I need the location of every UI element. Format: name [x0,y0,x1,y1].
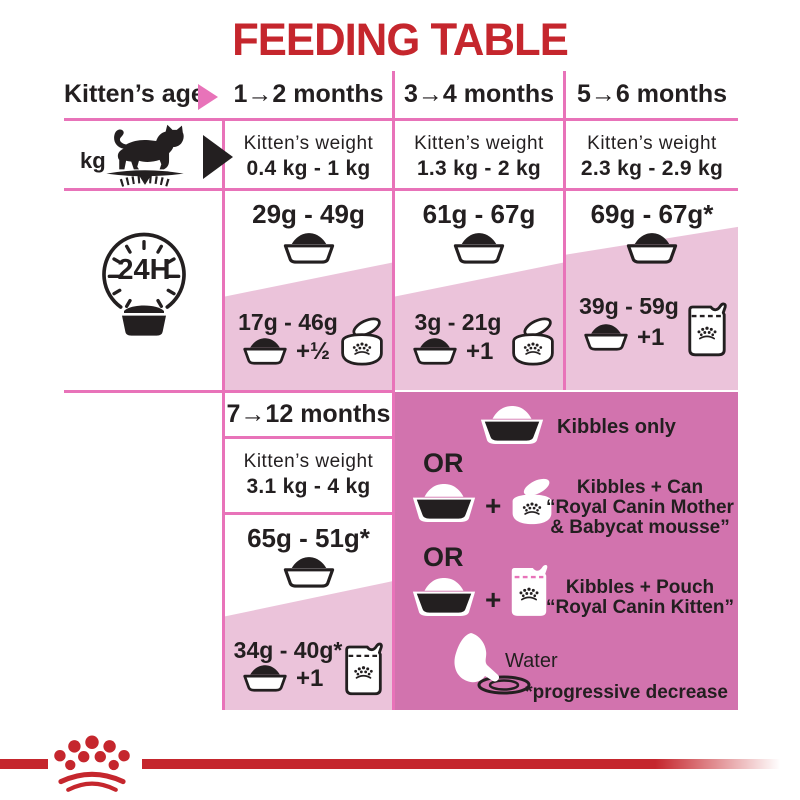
feeding-cell-1-2-months: 29g - 49g 17g - 46g +½ [225,191,392,390]
age-header-7-12-months: 7→12 months [226,400,391,428]
divider-col-1 [392,71,395,710]
legend-panel: Kibbles only OR + Kibbles + Can “Royal C… [395,392,738,710]
mixed-amount: 34g - 40g* [233,637,343,663]
kibble-bowl-icon [409,578,479,617]
kibble-bowl-icon [280,557,338,588]
legend-can-line1: Kibbles + Can [576,477,704,498]
plus-amount: +1 [466,338,494,365]
kibble-bowl-icon [581,324,631,351]
age-header-1-2-months: 1→2 months [233,80,384,108]
divider-col-2 [563,71,566,390]
weight-label: Kitten’s weight [414,133,544,154]
weight-value: 0.4 kg - 1 kg [246,157,371,180]
legend-pouch-line2: “Royal Canin Kitten” [546,597,734,618]
weight-cell-5-6-months: Kitten’s weight 2.3 kg - 2.9 kg [566,127,738,187]
page-title: FEEDING TABLE [232,14,569,65]
mixed-amount: 39g - 59g [579,293,679,319]
kibble-bowl-icon [450,233,508,264]
plus-amount: +½ [296,338,331,365]
divider-section2-header-bottom [222,436,395,439]
kibbles-amount: 65g - 51g* [247,523,370,553]
weight-cell-7-12-months: Kitten’s weight 3.1 kg - 4 kg [225,442,392,508]
wet-food-can-icon [509,317,557,367]
weight-cell-3-4-months: Kitten’s weight 1.3 kg - 2 kg [395,127,563,187]
kibble-bowl-icon [477,406,547,445]
age-header-5-6-months: 5→6 months [576,80,728,108]
kibbles-amount: 69g - 67g* [590,199,714,229]
feeding-cell-7-12-months: 65g - 51g* 34g - 40g* +1 [225,515,392,710]
legend-can-line3: & Babycat mousse” [550,517,730,538]
royal-canin-crown-logo [42,735,142,795]
kg-label: kg [80,148,106,173]
legend-kibbles-only: Kibbles only [557,416,676,438]
divider-header-bottom [64,118,738,121]
wet-food-pouch-icon [342,641,385,696]
divider-weight-bottom [64,188,738,191]
weight-cell-1-2-months: Kitten’s weight 0.4 kg - 1 kg [225,127,392,187]
divider-col-label [222,118,225,710]
footer-stripe-right [142,759,800,769]
kibbles-amount: 61g - 67g [422,199,536,229]
mixed-amount: 17g - 46g [238,309,338,335]
weight-label: Kitten’s weight [243,451,374,472]
kitten-on-scale-icon [102,123,188,190]
legend-water-label: Water [505,650,558,672]
wet-food-pouch-icon [685,301,729,357]
age-row-label: Kitten’s age [64,80,205,108]
weight-label: Kitten’s weight [243,133,374,154]
plus-amount: +1 [637,324,665,351]
legend-pouch-label: Kibbles + Pouch “Royal Canin Kitten” [545,578,735,618]
feeding-cell-3-4-months: 61g - 67g 3g - 21g +1 [395,191,563,390]
mixed-amount: 3g - 21g [414,309,502,335]
plus-sign: + [485,584,502,615]
24h-label: 24H [117,254,171,286]
weight-value: 1.3 kg - 2 kg [416,157,542,180]
kibble-bowl-icon [240,338,290,365]
kibble-bowl-icon [240,665,290,692]
legend-can-line2: “Royal Canin Mother [546,497,734,518]
weight-value: 3.1 kg - 4 kg [246,475,371,498]
plus-amount: +1 [296,665,324,692]
kibble-bowl-icon [280,233,338,264]
footer-stripe-left [0,759,48,769]
kibble-bowl-icon [623,233,681,264]
age-header-3-4-months: 3→4 months [403,80,555,108]
legend-pouch-line1: Kibbles + Pouch [565,577,715,598]
weight-value: 2.3 kg - 2.9 kg [580,157,724,180]
plus-sign: + [485,490,502,521]
kibble-bowl-icon [410,338,460,365]
legend-can-label: Kibbles + Can “Royal Canin Mother & Baby… [545,478,735,538]
progressive-decrease-footnote: *progressive decrease [525,682,728,703]
divider-section2-weight-bottom [222,512,395,515]
weight-label: Kitten’s weight [587,133,717,154]
legend-or: OR [423,542,464,572]
wet-food-can-icon [338,317,386,367]
feeding-cell-5-6-months: 69g - 67g* 39g - 59g +1 [566,191,738,390]
legend-or: OR [423,448,464,478]
divider-section2-top [64,390,395,393]
kibble-bowl-icon [409,484,479,523]
black-arrow-icon [203,135,233,179]
pink-arrow-icon [198,84,218,110]
kibbles-amount: 29g - 49g [252,199,365,229]
